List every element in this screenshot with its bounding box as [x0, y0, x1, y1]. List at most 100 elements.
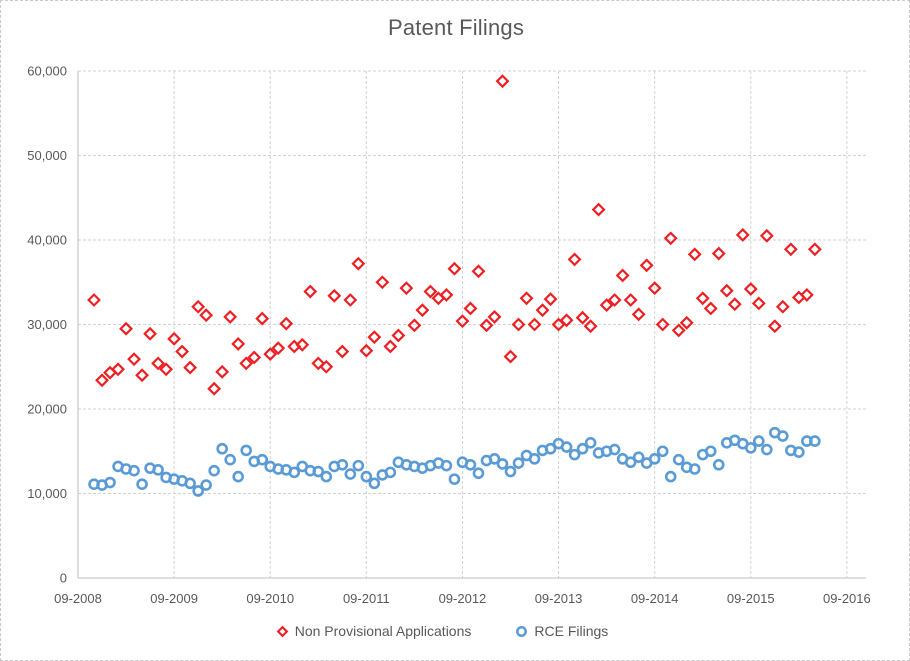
- data-point: [263, 347, 278, 362]
- data-point: [495, 74, 510, 89]
- y-tick-label: 0: [60, 571, 67, 586]
- data-point: [224, 453, 236, 466]
- data-point: [783, 242, 798, 257]
- data-point: [455, 314, 470, 329]
- data-point: [759, 228, 774, 243]
- data-point: [607, 293, 622, 307]
- chart-title: Patent Filings: [387, 15, 525, 40]
- data-point: [303, 284, 318, 299]
- data-point: [807, 242, 822, 257]
- data-point: [472, 467, 485, 480]
- data-point: [599, 298, 614, 312]
- data-point: [104, 476, 116, 489]
- data-point: [735, 228, 750, 242]
- data-point: [255, 311, 270, 326]
- data-point: [712, 458, 725, 471]
- data-point: [560, 441, 573, 453]
- data-point: [543, 292, 558, 307]
- data-point: [439, 287, 454, 302]
- data-point: [223, 309, 238, 324]
- data-point: [288, 466, 301, 479]
- data-point: [312, 465, 325, 478]
- data-point: [463, 301, 478, 316]
- x-tick-label: 09-2011: [343, 591, 390, 606]
- data-point: [809, 435, 821, 447]
- data-point: [632, 451, 645, 463]
- x-tick-label: 09-2012: [439, 591, 487, 606]
- data-point: [688, 463, 701, 475]
- data-point: [535, 303, 550, 318]
- data-point: [615, 268, 630, 283]
- data-point: [200, 479, 212, 491]
- data-point: [575, 310, 590, 325]
- data-point: [343, 293, 358, 307]
- data-point: [231, 337, 246, 351]
- x-tick-label: 09-2015: [727, 591, 775, 606]
- x-tick-label: 09-2014: [631, 591, 679, 606]
- data-point: [488, 453, 501, 465]
- y-tick-label: 20,000: [27, 402, 67, 417]
- data-point: [167, 331, 182, 346]
- data-point: [528, 453, 541, 465]
- data-point: [711, 246, 726, 261]
- data-point: [624, 456, 637, 469]
- data-point: [319, 359, 334, 374]
- data-point: [679, 315, 694, 330]
- data-point: [671, 323, 686, 338]
- data-point: [544, 442, 557, 455]
- data-point: [391, 328, 406, 343]
- data-point: [240, 444, 252, 457]
- data-point: [119, 321, 133, 336]
- data-point: [352, 459, 365, 472]
- data-point: [191, 299, 206, 314]
- data-point: [151, 356, 166, 371]
- data-point: [192, 485, 204, 497]
- y-tick-label: 60,000: [27, 64, 67, 79]
- data-point: [184, 477, 196, 490]
- data-point: [111, 362, 125, 377]
- data-point: [448, 473, 461, 485]
- data-point: [704, 445, 717, 458]
- data-point: [655, 317, 670, 332]
- data-point: [559, 313, 574, 328]
- data-point: [175, 344, 190, 359]
- data-point: [159, 362, 174, 377]
- data-point: [793, 446, 805, 458]
- data-point: [744, 442, 757, 454]
- data-point: [271, 341, 286, 356]
- data-point: [256, 453, 269, 466]
- data-point: [703, 301, 718, 316]
- data-point: [279, 316, 294, 331]
- data-point: [751, 296, 766, 311]
- data-point: [128, 464, 140, 477]
- data-point: [127, 352, 141, 367]
- x-tick-label: 09-2016: [823, 591, 871, 606]
- data-point: [639, 258, 654, 273]
- data-point: [207, 381, 222, 396]
- data-point: [664, 470, 677, 483]
- data-point: [216, 442, 228, 455]
- data-point: [487, 309, 502, 324]
- data-point: [143, 326, 158, 341]
- data-point: [247, 350, 262, 365]
- data-point: [232, 470, 244, 483]
- data-point: [695, 291, 710, 306]
- data-point: [407, 318, 422, 333]
- x-tick-label: 09-2009: [150, 591, 198, 606]
- y-tick-label: 10,000: [27, 486, 67, 501]
- data-point: [447, 261, 462, 276]
- data-point: [199, 308, 214, 323]
- data-point: [777, 430, 789, 442]
- data-point: [775, 299, 790, 314]
- data-point: [336, 458, 349, 471]
- data-point: [752, 435, 765, 447]
- legend-item-non-provisional: Non Provisional Applications: [276, 623, 471, 639]
- data-point: [208, 464, 220, 477]
- data-point: [320, 470, 333, 483]
- data-point: [367, 330, 382, 345]
- data-point: [527, 317, 542, 332]
- x-tick-label: 09-2010: [246, 591, 294, 606]
- data-point: [583, 319, 598, 334]
- data-point: [584, 436, 597, 449]
